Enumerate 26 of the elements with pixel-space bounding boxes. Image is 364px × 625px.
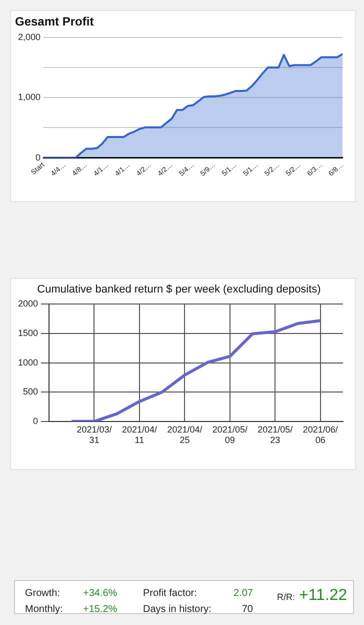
text: 2.07 (232, 587, 253, 601)
y-tick-label: 1500 (18, 328, 38, 338)
x-tick-label: 2021/06/06 (302, 424, 338, 446)
x-tick-label: 2021/05/23 (258, 424, 294, 446)
x-tick-label: 2021/05/09 (212, 424, 248, 446)
chart-title: Gesamt Profit (15, 14, 94, 29)
y-tick-label: 0 (36, 152, 41, 162)
y-tick-label: 0 (33, 416, 38, 426)
x-tick-label: 2021/04/11 (122, 424, 158, 446)
y-tick-label: 2000 (18, 298, 38, 309)
text: Days in history: (143, 603, 212, 617)
text: +15.2% (83, 603, 118, 617)
text: Monthly: (25, 603, 64, 617)
text: 70 (240, 603, 253, 617)
text: +11.22 (299, 587, 348, 605)
x-tick-label: 2021/03/31 (76, 424, 112, 446)
chart-title: Cumulative banked return $ per week (excluding deposits) (37, 284, 321, 296)
y-tick-label: 2,000 (18, 32, 41, 42)
text: Growth: (25, 587, 62, 601)
x-tick-label: 2021/04/25 (167, 424, 203, 446)
text: Profit factor: (143, 587, 198, 601)
text: +34.6% (83, 587, 118, 601)
text: R/R: (277, 592, 296, 602)
y-tick-label: 1000 (18, 357, 38, 368)
y-tick-label: 500 (22, 386, 38, 397)
y-tick-label: 1,000 (18, 92, 41, 102)
